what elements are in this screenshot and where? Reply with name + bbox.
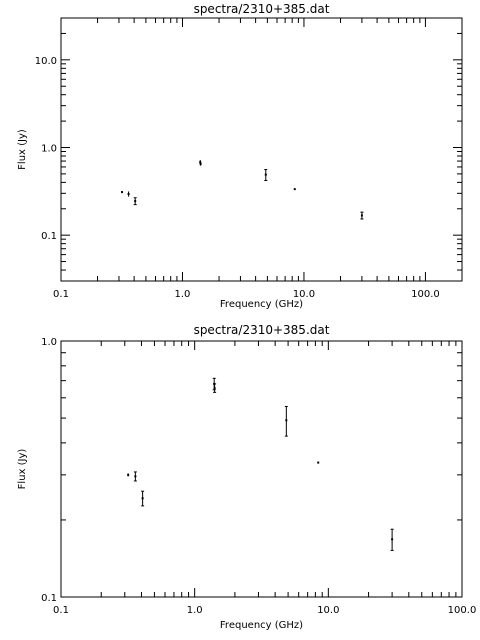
data-point (133, 471, 137, 482)
point-marker (264, 173, 267, 176)
point-marker (134, 200, 137, 203)
y-tick-label: 0.1 (41, 593, 57, 604)
point-marker (317, 461, 320, 464)
data-point (390, 528, 394, 551)
x-tick-label: 1.0 (187, 605, 203, 616)
x-axis-label: Frequency (GHz) (220, 299, 303, 310)
data-point (264, 169, 268, 182)
data-point (127, 473, 130, 477)
plot-frame (60, 17, 463, 282)
data-point (141, 490, 145, 507)
plot-frame (60, 340, 463, 598)
data-point (199, 162, 202, 166)
point-marker (285, 419, 288, 422)
top-spectrum-plot: 0.1 1.0 10.0 100.0 0.1 1.0 10.0 spectra/2310+38… (17, 2, 463, 310)
data-point (293, 188, 296, 191)
point-marker (141, 497, 144, 500)
bottom-spectrum-plot: 0.1 1.0 10.0 100.0 0.1 1.0 spectra/2310+385.da… (17, 323, 476, 631)
data-point (121, 191, 124, 194)
point-marker (360, 214, 363, 217)
x-tick-label: 1.0 (175, 289, 191, 300)
y-tick-label: 10.0 (35, 56, 57, 67)
point-marker (127, 192, 130, 195)
y-tick-label: 0.1 (41, 231, 57, 242)
y-axis-label: Flux (Jy) (17, 129, 28, 170)
chart-title: spectra/2310+385.dat (194, 323, 330, 337)
data-point (213, 383, 217, 393)
point-marker (134, 475, 137, 478)
point-marker (293, 188, 296, 191)
point-marker (127, 473, 130, 476)
data-point (127, 191, 130, 197)
x-tick-label: 10.0 (317, 605, 339, 616)
x-axis-label: Frequency (GHz) (220, 620, 303, 631)
point-marker (391, 538, 394, 541)
x-tick-label: 0.1 (53, 289, 69, 300)
data-point (284, 405, 288, 437)
point-marker (213, 387, 216, 390)
point-marker (121, 191, 124, 194)
point-marker (199, 162, 202, 165)
data-point (317, 461, 320, 464)
x-tick-label: 100.0 (411, 289, 440, 300)
y-tick-label: 1.0 (41, 337, 57, 348)
data-point (133, 197, 137, 206)
data-point (360, 211, 364, 220)
x-tick-label: 0.1 (53, 605, 69, 616)
x-tick-label: 100.0 (448, 605, 477, 616)
y-tick-label: 1.0 (41, 143, 57, 154)
x-tick-label: 10.0 (293, 289, 315, 300)
y-axis-label: Flux (Jy) (17, 449, 28, 490)
chart-title: spectra/2310+385.dat (194, 2, 330, 16)
